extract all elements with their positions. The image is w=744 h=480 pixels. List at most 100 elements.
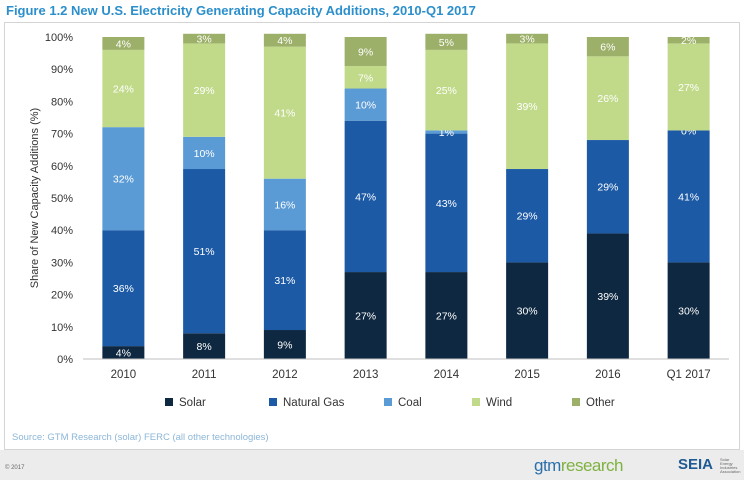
data-label: 4% xyxy=(116,38,131,50)
bar-segment-natural-gas xyxy=(586,140,629,234)
data-label: 29% xyxy=(597,182,618,194)
data-label: 2% xyxy=(681,35,696,47)
x-tick-label: 2016 xyxy=(595,369,621,381)
data-label: 9% xyxy=(277,340,292,352)
bar-segment-coal xyxy=(344,88,387,121)
bar-segment-coal xyxy=(183,136,226,170)
legend-label: Coal xyxy=(398,397,422,409)
y-tick-label: 80% xyxy=(51,96,73,108)
bar-segment-natural-gas xyxy=(102,230,145,347)
bar-segment-wind xyxy=(183,43,226,137)
bar-segment-solar xyxy=(344,272,387,359)
data-label: 10% xyxy=(355,100,376,112)
y-tick-label: 20% xyxy=(51,290,73,302)
bar-segment-natural-gas xyxy=(425,133,468,273)
bar-segment-wind xyxy=(263,46,306,179)
source-note: Source: GTM Research (solar) FERC (all o… xyxy=(12,432,269,443)
bar-segment-solar xyxy=(425,272,468,359)
bar-segment-solar xyxy=(667,262,710,359)
gtm-research-logo: gtmresearch xyxy=(534,456,623,476)
bar-segment-other xyxy=(183,33,226,44)
legend-label: Natural Gas xyxy=(283,397,345,409)
y-tick-label: 40% xyxy=(51,225,73,237)
data-label: 3% xyxy=(197,34,212,46)
bar-segment-natural-gas xyxy=(263,230,306,331)
legend-swatch-other xyxy=(572,398,580,406)
y-tick-label: 100% xyxy=(45,32,73,44)
x-tick-label: Q1 2017 xyxy=(667,369,711,381)
data-label: 4% xyxy=(116,348,131,360)
bar-segment-other xyxy=(586,37,629,57)
x-tick-label: 2013 xyxy=(353,369,379,381)
bar-segment-solar xyxy=(506,262,549,359)
footer-bar xyxy=(0,450,744,480)
data-label: 32% xyxy=(113,174,134,186)
y-tick-label: 50% xyxy=(51,193,73,205)
bar-segment-wind xyxy=(102,49,145,128)
bar-segment-solar xyxy=(263,330,306,359)
data-label: 27% xyxy=(355,311,376,323)
legend-label: Solar xyxy=(179,397,206,409)
bar-segment-wind xyxy=(506,43,549,170)
data-label: 9% xyxy=(358,46,373,58)
bar-segment-other xyxy=(263,33,306,47)
gtm-logo-part2: research xyxy=(560,456,624,475)
bar-segment-solar xyxy=(586,233,629,359)
data-label: 29% xyxy=(517,211,538,223)
y-tick-label: 10% xyxy=(51,322,73,334)
data-label: 24% xyxy=(113,84,134,96)
data-label: 41% xyxy=(274,108,295,120)
data-label: 30% xyxy=(678,306,699,318)
data-label: 10% xyxy=(194,148,215,160)
bar-segment-solar xyxy=(102,346,145,359)
data-label: 8% xyxy=(197,341,212,353)
legend-label: Wind xyxy=(486,397,512,409)
bar-segment-wind xyxy=(586,56,629,141)
data-label: 29% xyxy=(194,85,215,97)
data-label: 51% xyxy=(194,246,215,258)
data-label: 7% xyxy=(358,72,373,84)
data-label: 27% xyxy=(436,311,457,323)
copyright: © 2017 xyxy=(5,465,25,471)
seia-logo: SEIA Solar Energy Industries Association xyxy=(676,454,740,478)
data-label: 16% xyxy=(274,199,295,211)
bar-segment-natural-gas xyxy=(183,169,226,334)
data-label: 30% xyxy=(517,306,538,318)
bar-segment-solar xyxy=(183,333,226,359)
data-label: 41% xyxy=(678,191,699,203)
y-tick-label: 30% xyxy=(51,257,73,269)
bar-segment-other xyxy=(425,33,468,50)
seia-logo-subtext: Solar Energy Industries Association xyxy=(720,457,741,474)
bar-segment-natural-gas xyxy=(667,130,710,263)
gtm-logo-part1: gtm xyxy=(534,456,561,475)
bar-segment-coal xyxy=(425,130,468,134)
data-label: 36% xyxy=(113,283,134,295)
data-label: 1% xyxy=(439,127,454,139)
x-tick-label: 2012 xyxy=(272,369,298,381)
y-tick-label: 70% xyxy=(51,129,73,141)
x-tick-label: 2015 xyxy=(514,369,540,381)
legend-swatch-natural-gas xyxy=(269,398,277,406)
data-label: 39% xyxy=(517,101,538,113)
bar-segment-other xyxy=(102,37,145,50)
stacked-bar-chart: 0% 10% 20% 30% 40% 50% 60% 70% 80% 90% 100% Share o… xyxy=(29,32,729,409)
bar-segment-other xyxy=(506,33,549,44)
data-label: 43% xyxy=(436,198,457,210)
bar-segment-wind xyxy=(425,49,468,131)
data-label: 31% xyxy=(274,275,295,287)
data-label: 27% xyxy=(678,82,699,94)
data-label: 6% xyxy=(600,42,615,54)
bar-segment-natural-gas xyxy=(344,120,387,273)
y-tick-label: 0% xyxy=(57,354,73,366)
legend-label: Other xyxy=(586,397,615,409)
x-tick-label: 2011 xyxy=(192,369,217,381)
data-label: 47% xyxy=(355,191,376,203)
seia-logo-text: SEIA xyxy=(678,456,714,473)
bar-segment-other xyxy=(344,37,387,66)
legend-swatch-solar xyxy=(165,398,173,406)
bar-segment-coal xyxy=(102,127,145,231)
legend-swatch-coal xyxy=(384,398,392,406)
bar-segment-wind xyxy=(344,65,387,89)
data-label: 3% xyxy=(520,34,535,46)
bar-segment-other xyxy=(667,37,710,44)
